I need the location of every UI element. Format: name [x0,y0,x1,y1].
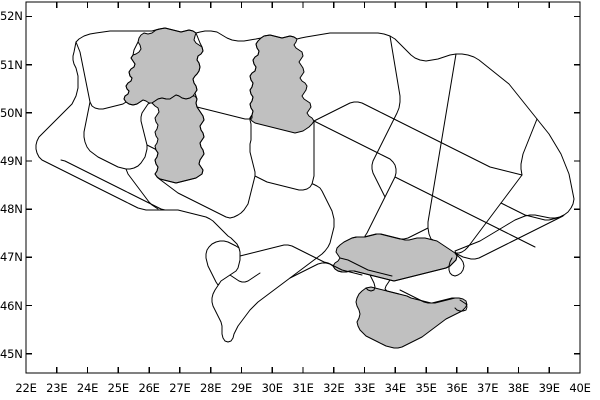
y-tick-label: 49N [0,154,23,168]
x-tick-label: 39E [538,381,561,395]
plot-frame [25,1,581,374]
boundary-zhytomyr [192,32,253,120]
region-crimea-highlighted [355,286,468,349]
boundary-ternopil [146,144,159,175]
x-tick-label: 28E [200,381,222,395]
boundary-lviv-zakarpattia [60,159,166,211]
boundary-cherkasy-poltava [313,120,397,237]
coastline-detail-azov [448,252,465,277]
y-tick-label: 51N [0,57,23,72]
boundary-kharkiv [454,174,523,254]
axis-frame-layer [25,1,581,374]
boundary-mykolaiv-odesa [239,244,334,267]
x-tick-label: 38E [507,381,530,395]
x-tick-label: 36E [446,381,468,395]
boundary-volyn-lviv [75,41,144,110]
x-tick-label: 25E [107,381,130,395]
x-tick-label: 22E [15,381,37,395]
y-tick-label: 47N [0,250,23,265]
boundary-khmelnytskyi-vinnytsia [156,106,205,184]
dnipro-delta-detail [329,263,363,276]
x-tick-label: 33E [353,381,376,395]
boundary-volyn-rivne [123,41,139,103]
boundary-kharkiv-donetsk [500,202,565,221]
boundary-dnipro-zaporizhzhia [351,227,429,240]
boundary-crimea-internal [399,289,457,304]
y-tick-label: 45N [0,346,23,361]
boundary-vinnytsia [229,117,256,219]
x-tick-label: 32E [323,381,345,395]
boundary-vinnytsia-cherkasy [254,120,315,191]
coastline-detail-odesa [229,272,261,283]
boundary-odesa-west [205,240,240,286]
boundary-zaporizhzhia-donetsk [454,215,564,260]
boundary-poltava-north [313,101,523,176]
boundary-luhansk [520,118,538,176]
x-tick-label: 37E [477,381,499,395]
x-tick-label: 26E [138,381,160,395]
x-tick-label: 30E [261,381,284,395]
y-tick-label: 46N [0,298,23,313]
region-khmelnytskyi-highlighted [151,94,205,184]
x-tick-label: 31E [292,381,314,395]
boundary-ivano-frankivsk [125,168,159,210]
x-tick-label: 24E [76,381,99,395]
coastline-detail-crimea-north [365,274,376,292]
boundary-chernihiv-sumy [371,35,401,198]
tick-marks-layer [25,2,581,373]
coastline-detail-kerch [454,299,468,312]
region-rivne-highlighted [123,27,204,106]
highlighted-regions-layer [123,27,468,349]
boundary-zhytomyr-kyiv [249,40,260,119]
dnipro-river-detail [339,257,393,277]
region-kherson-highlighted [332,233,458,282]
y-tick-label: 52N [0,9,23,24]
x-tick-label: 23E [46,381,68,395]
x-tick-label: 29E [230,381,253,395]
boundary-lviv-outline [83,101,151,170]
region-kyiv-highlighted [249,34,315,134]
boundary-dnipro [394,176,536,248]
boundary-kirovohrad [289,183,335,279]
x-tick-label: 27E [169,381,191,395]
x-tick-label: 40E [569,381,591,395]
y-tick-label: 48N [0,202,23,217]
y-tick-label: 50N [0,105,23,120]
boundary-kherson-crimea-isthmus [384,279,400,295]
boundary-chernivtsi [154,173,231,219]
national-border-outline [35,27,575,343]
x-tick-label: 35E [415,381,437,395]
boundary-sumy-east [427,53,457,241]
oblast-boundaries-layer [35,27,575,343]
x-tick-label: 34E [384,381,407,395]
